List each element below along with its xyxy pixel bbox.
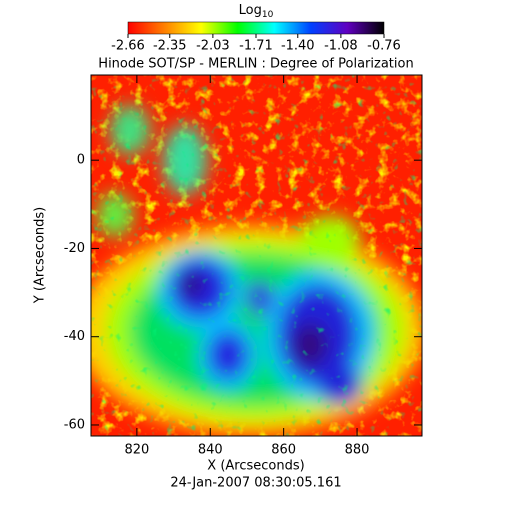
x-tick-label: 880 bbox=[345, 443, 370, 458]
colorbar-tick-label: -2.03 bbox=[196, 39, 230, 54]
chart-title: Hinode SOT/SP - MERLIN : Degree of Polar… bbox=[98, 57, 413, 72]
x-axis-label: X (Arcseconds) bbox=[207, 459, 304, 474]
colorbar-tick-label: -2.35 bbox=[153, 39, 187, 54]
y-tick-label: -40 bbox=[64, 329, 85, 344]
y-tick-label: -20 bbox=[64, 241, 85, 256]
y-axis-label: Y (Arcseconds) bbox=[33, 207, 48, 304]
heatmap-image bbox=[91, 75, 422, 436]
y-tick-label: -60 bbox=[64, 417, 85, 432]
colorbar-tick-label: -1.40 bbox=[281, 39, 315, 54]
colorbar-tick-label: -1.08 bbox=[324, 39, 358, 54]
y-tick-label: 0 bbox=[77, 153, 85, 168]
x-tick-label: 860 bbox=[271, 443, 296, 458]
colorbar-tick-label: -1.71 bbox=[239, 39, 273, 54]
x-tick-label: 840 bbox=[198, 443, 223, 458]
x-tick-label: 820 bbox=[124, 443, 149, 458]
plot-frame bbox=[90, 74, 423, 437]
colorbar-tick-label: -2.66 bbox=[111, 39, 145, 54]
colorbar-tick-label: -0.76 bbox=[367, 39, 401, 54]
footer-date: 24-Jan-2007 08:30:05.161 bbox=[170, 476, 341, 491]
colorbar bbox=[127, 21, 385, 35]
colorbar-label: Log10 bbox=[239, 3, 274, 20]
